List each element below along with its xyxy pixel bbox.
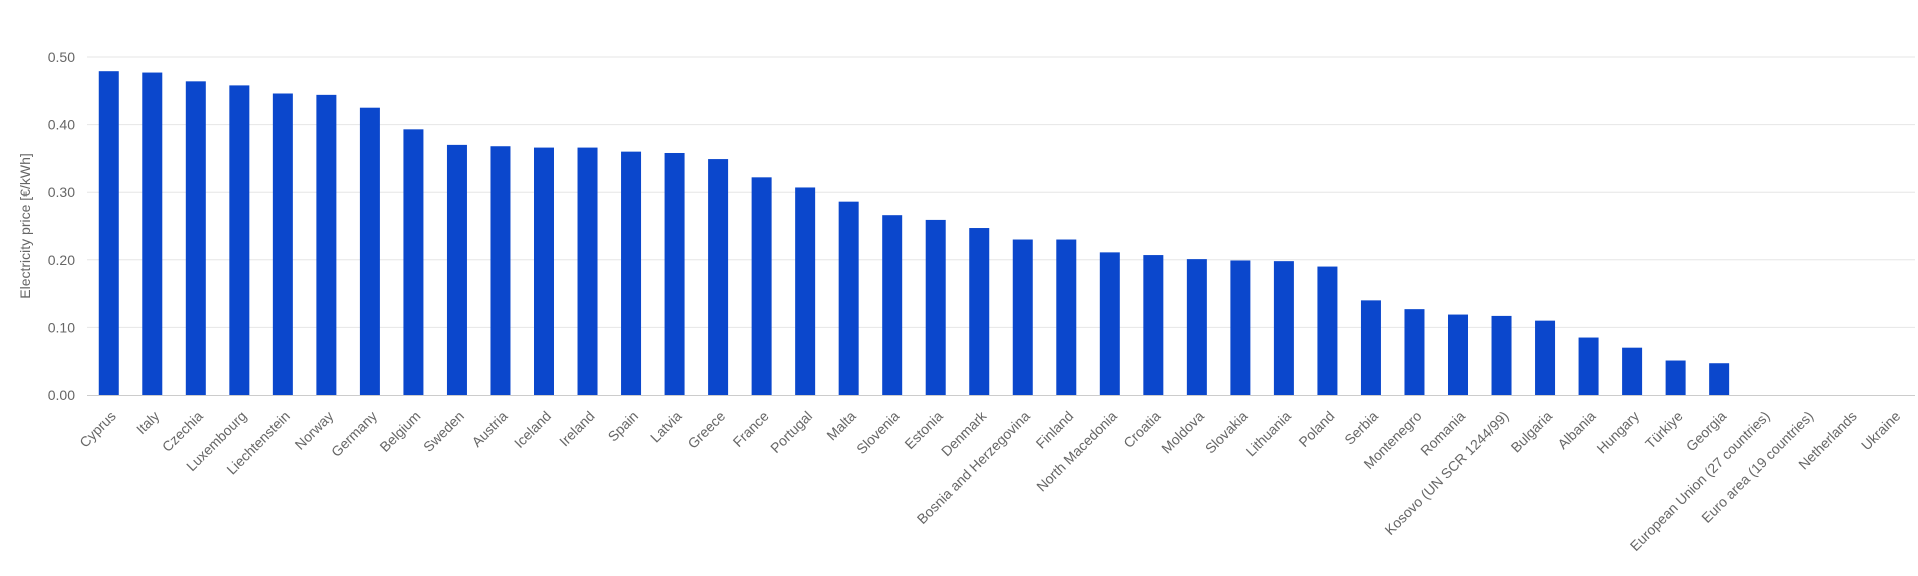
bar[interactable] — [185, 81, 206, 395]
x-tick-label: Latvia — [647, 408, 685, 446]
x-tick-label: Spain — [605, 408, 642, 445]
bar[interactable] — [751, 177, 772, 395]
bar[interactable] — [925, 219, 946, 395]
bar[interactable] — [446, 144, 467, 395]
bar[interactable] — [1578, 337, 1599, 395]
y-tick-label: 0.30 — [48, 184, 75, 200]
bar[interactable] — [490, 146, 511, 395]
bar[interactable] — [1360, 300, 1381, 395]
x-tick-label: Ireland — [556, 408, 598, 450]
x-tick-label: Cyprus — [76, 408, 119, 451]
x-tick-label: Malta — [823, 408, 859, 444]
bar[interactable] — [795, 187, 816, 395]
bar[interactable] — [1056, 239, 1077, 395]
bar[interactable] — [229, 85, 250, 395]
x-tick-label: Bulgaria — [1508, 408, 1556, 456]
x-tick-label: Italy — [133, 408, 162, 437]
bar[interactable] — [403, 129, 424, 395]
bar[interactable] — [621, 151, 642, 395]
bar[interactable] — [316, 94, 337, 395]
bar[interactable] — [969, 228, 990, 395]
bar[interactable] — [1273, 261, 1294, 395]
bar[interactable] — [1448, 314, 1468, 395]
bar[interactable] — [1709, 363, 1730, 395]
bar[interactable] — [359, 107, 380, 395]
y-tick-label: 0.20 — [48, 252, 75, 268]
y-tick-label: 0.40 — [48, 117, 75, 133]
x-tick-label: Croatia — [1120, 408, 1163, 451]
x-tick-label: Moldova — [1158, 408, 1207, 457]
x-tick-label: Serbia — [1341, 408, 1381, 448]
bar[interactable] — [664, 152, 685, 395]
x-tick-label: Ukraine — [1858, 408, 1904, 454]
bars — [98, 71, 1730, 396]
bar[interactable] — [1535, 320, 1556, 395]
bar[interactable] — [882, 215, 903, 395]
y-axis-title: Electricity price [€/kWh] — [17, 153, 33, 298]
x-tick-label: Germany — [328, 408, 380, 460]
bar[interactable] — [98, 71, 119, 396]
x-tick-label: North Macedonia — [1033, 408, 1120, 495]
gridlines — [87, 56, 1915, 328]
x-tick-label: Sweden — [420, 408, 467, 455]
bar[interactable] — [708, 159, 729, 395]
x-tick-label: Belgium — [376, 408, 423, 455]
bar[interactable] — [1186, 259, 1207, 395]
bar[interactable] — [1622, 347, 1643, 395]
bar[interactable] — [838, 201, 859, 395]
x-tick-label: Iceland — [511, 408, 554, 451]
y-axis-ticks: 0.00 0.10 0.20 0.30 0.40 0.50 — [48, 49, 75, 403]
bar[interactable] — [1665, 360, 1686, 395]
bar[interactable] — [1404, 309, 1425, 395]
y-tick-label: 0.50 — [48, 49, 75, 65]
x-tick-label: Austria — [468, 408, 510, 450]
x-tick-label: Portugal — [767, 408, 815, 456]
x-tick-label: Poland — [1295, 408, 1337, 450]
x-tick-label: Slovenia — [853, 408, 902, 457]
x-tick-label: Türkiye — [1642, 408, 1686, 452]
x-tick-label: Albania — [1554, 408, 1598, 452]
bar[interactable] — [577, 147, 598, 395]
bar[interactable] — [272, 93, 293, 395]
bar[interactable] — [1143, 255, 1164, 395]
x-tick-label: Hungary — [1593, 408, 1642, 457]
bar[interactable] — [142, 72, 163, 395]
y-tick-label: 0.10 — [48, 319, 75, 335]
x-tick-label: Lithuania — [1243, 408, 1295, 460]
bar[interactable] — [1491, 315, 1512, 395]
x-axis-labels: Cyprus ItalyCzechiaLuxembourgLiechtenstei… — [76, 407, 1903, 554]
x-tick-label: France — [730, 408, 772, 450]
bar[interactable] — [1099, 252, 1120, 395]
bar[interactable] — [1317, 266, 1338, 395]
bar[interactable] — [1012, 239, 1033, 395]
x-tick-label: Finland — [1033, 408, 1077, 452]
bar[interactable] — [534, 147, 554, 395]
x-tick-label: Greece — [684, 408, 728, 452]
bar[interactable] — [1230, 260, 1251, 395]
y-tick-label: 0.00 — [48, 387, 75, 403]
